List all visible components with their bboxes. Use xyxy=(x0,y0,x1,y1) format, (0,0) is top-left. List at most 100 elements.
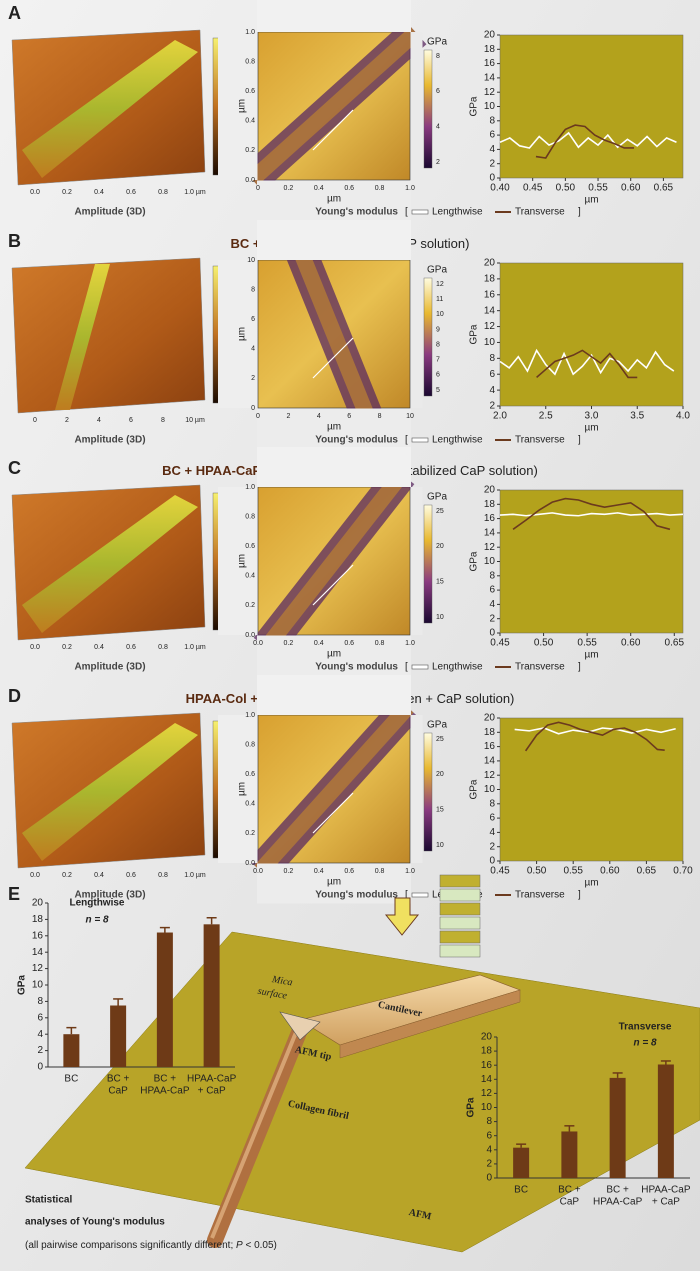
legend-label: Lengthwise xyxy=(432,662,483,673)
panel-letter: E xyxy=(8,884,20,904)
fibril xyxy=(55,264,110,410)
map-clip-left xyxy=(218,32,258,180)
amplitude-tick: 4 xyxy=(97,417,101,424)
x-tick-label: BC + xyxy=(107,1074,130,1085)
y-axis-label: GPa xyxy=(469,324,480,344)
legend-label: Transverse xyxy=(515,890,565,901)
map-colorbar xyxy=(423,49,433,169)
amplitude-tick: 0.4 xyxy=(94,189,104,196)
map-fibril xyxy=(248,696,420,882)
legend-swatch xyxy=(411,892,429,898)
map-band-core xyxy=(259,469,409,653)
amplitude-tick: 0.2 xyxy=(62,872,72,879)
map-colorbar-tick: 8 xyxy=(436,53,440,60)
modulus-caption: Young's modulus xyxy=(315,890,398,901)
map-colorbar-tick: 15 xyxy=(436,807,444,814)
map-y-tick: 0.0 xyxy=(245,860,255,867)
amplitude-tick: 1.0 µm xyxy=(184,644,206,651)
map-x-tick: 0.8 xyxy=(375,868,385,875)
y-tick-label: 14 xyxy=(484,305,496,316)
amplitude-tick: 1.0 µm xyxy=(184,872,206,879)
map-clip-bottom xyxy=(257,408,411,449)
y-tick-label: 20 xyxy=(481,1032,493,1043)
map-x-tick: 4 xyxy=(317,413,321,420)
bar xyxy=(561,1131,578,1178)
series-line xyxy=(524,721,665,752)
legend-bracket: [ xyxy=(405,890,408,901)
map-y-tick: 0.8 xyxy=(245,741,255,748)
amplitude-tick: 0.0 xyxy=(30,189,40,196)
amplitude-caption: Amplitude (3D) xyxy=(74,207,145,218)
map-x-tick: 0.8 xyxy=(375,640,385,647)
amplitude-image xyxy=(11,484,206,641)
note-p: P xyxy=(236,1240,243,1251)
series-line xyxy=(499,512,684,517)
stat-note: (all pairwise comparisons significantly … xyxy=(25,1240,277,1251)
map-colorbar-tick: 10 xyxy=(436,614,444,621)
map-x-tick: 8 xyxy=(378,413,382,420)
bar xyxy=(110,1005,127,1067)
fibril xyxy=(22,723,198,861)
map-y-label: µm xyxy=(237,327,248,341)
panel-letter: D xyxy=(8,686,21,706)
sample-stack xyxy=(439,944,481,958)
scan-line xyxy=(312,109,354,151)
map-y-tick: 0.2 xyxy=(245,147,255,154)
map-x-tick: 0.6 xyxy=(344,640,354,647)
amplitude-tick: 0.4 xyxy=(94,872,104,879)
amplitude-caption: Amplitude (3D) xyxy=(74,890,145,901)
map-y-label: µm xyxy=(237,782,248,796)
x-tick-label: 0.55 xyxy=(588,183,608,194)
map-colorbar-tick: 25 xyxy=(436,508,444,515)
laser-arrow xyxy=(384,897,420,936)
tip xyxy=(279,1011,321,1041)
x-tick-label: 2.0 xyxy=(493,411,507,422)
y-tick-label: 2 xyxy=(486,1159,492,1170)
legend-label: Transverse xyxy=(515,662,565,673)
amplitude-tick: 0.6 xyxy=(126,872,136,879)
y-tick-label: 16 xyxy=(481,1060,493,1071)
y-tick-label: 4 xyxy=(37,1029,43,1040)
legend-swatch xyxy=(411,437,429,443)
y-tick-label: 0 xyxy=(489,628,495,639)
y-tick-label: 4 xyxy=(489,599,495,610)
map-colorbar-tick: 20 xyxy=(436,771,444,778)
chart-subtitle: n = 8 xyxy=(633,1038,657,1049)
map-x-tick: 1.0 xyxy=(405,868,415,875)
y-tick-label: 12 xyxy=(484,770,496,781)
x-tick-label: 0.55 xyxy=(577,638,597,649)
scan-line xyxy=(312,564,354,606)
map-clip-top xyxy=(257,220,411,260)
map-x-tick: 0 xyxy=(256,413,260,420)
map-x-tick: 0.2 xyxy=(284,185,294,192)
legend-bracket: ] xyxy=(578,207,581,218)
y-tick-label: 20 xyxy=(484,258,496,269)
sample-stack xyxy=(439,888,481,902)
amplitude-tick: 10 µm xyxy=(185,417,205,424)
map-colorbar-tick: 25 xyxy=(436,736,444,743)
map-y-label: µm xyxy=(237,554,248,568)
map-x-tick: 1.0 xyxy=(405,640,415,647)
panel: BBC + CaP (Bare collagen + CaP solution)… xyxy=(8,220,690,449)
sample-stack xyxy=(439,902,481,916)
y-tick-label: 10 xyxy=(484,556,496,567)
y-tick-label: 8 xyxy=(486,1116,492,1127)
map-clip-right xyxy=(410,32,423,180)
sample-stack xyxy=(439,916,481,930)
plot-area xyxy=(499,262,684,407)
amplitude-tick: 8 xyxy=(161,417,165,424)
map-y-tick: 10 xyxy=(247,257,255,264)
series-line xyxy=(512,497,671,531)
x-tick-label: 3.0 xyxy=(585,411,599,422)
panel: ABC (Bare collagen)54.60 nm27.440.00-27.… xyxy=(8,0,684,221)
x-tick-label: 0.50 xyxy=(527,866,547,877)
legend-bracket: [ xyxy=(405,662,408,673)
amplitude-tick: 0.0 xyxy=(30,872,40,879)
map-fibril xyxy=(253,464,415,658)
map-y-tick: 0.2 xyxy=(245,602,255,609)
y-tick-label: 16 xyxy=(484,741,496,752)
y-tick-label: 0 xyxy=(489,856,495,867)
y-tick-label: 16 xyxy=(484,289,496,300)
scan-line xyxy=(312,337,354,379)
